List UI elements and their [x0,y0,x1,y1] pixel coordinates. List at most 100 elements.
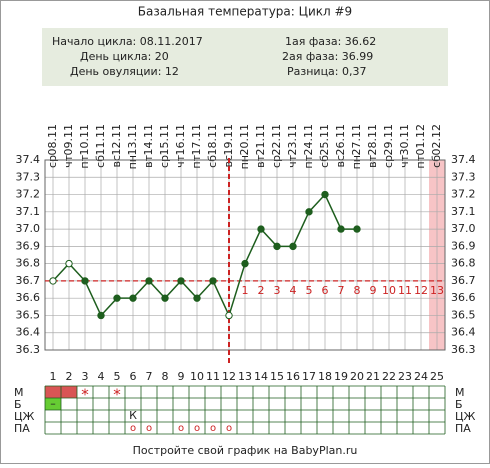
info-phase2: 2ая фаза: 36.99 [282,50,373,63]
weekday-label: сб [206,155,219,168]
date-label: 01.12 [414,124,427,156]
info-ovulation: День овуляции: 12 [70,65,179,78]
row-label-right: ПА [455,422,471,435]
info-cycle-day: День цикла: 20 [80,50,169,63]
temperature-point [321,190,329,199]
temperature-point [113,294,121,302]
x-tick-label: 8 [162,370,169,383]
weekday-label: вс [334,155,347,168]
date-label: 10.11 [78,124,91,156]
x-tick-label: 17 [302,370,316,383]
weekday-label: пт [414,154,427,168]
luteal-day-label: 2 [258,284,265,297]
weekday-label: вт [254,154,267,167]
info-box [42,28,448,86]
luteal-day-label: 9 [370,284,377,297]
luteal-day-label: 12 [414,284,428,297]
temperature-point [161,294,169,302]
x-tick-label: 12 [222,370,236,383]
date-label: 17.11 [190,124,203,156]
temperature-point [305,208,313,216]
temperature-point [81,277,89,285]
temperature-point [337,225,345,233]
row-cell-text: o [178,423,184,434]
date-label: 20.11 [238,124,251,156]
y-tick-label: 36.9 [16,239,41,252]
weekday-label: чт [174,154,187,167]
date-label: 14.11 [142,124,155,156]
luteal-day-label: 1 [242,284,249,297]
row-label: Б [14,398,22,411]
weekday-label: пт [78,154,91,168]
luteal-day-label: 8 [354,284,361,297]
weekday-label: ср [158,155,171,168]
y-tick-label: 36.3 [16,343,41,356]
date-label: 02.12 [430,124,443,156]
weekday-label: вт [366,154,379,167]
temperature-point [49,277,57,285]
weekday-label: чт [62,154,75,167]
temperature-point [241,259,249,268]
x-tick-label: 24 [414,370,428,383]
row-cell-text: К [129,409,137,422]
weekday-label: чт [286,154,299,167]
weekday-label: пт [302,154,315,168]
weekday-label: вт [142,154,155,167]
y2-tick-label: 36.4 [451,326,476,339]
row-label-right: ЦЖ [455,410,476,423]
date-label: 12.11 [110,124,123,156]
x-tick-label: 14 [254,370,268,383]
date-label: 25.11 [318,124,331,156]
luteal-day-label: 4 [290,284,297,297]
x-tick-label: 10 [190,370,204,383]
row-cell-text: * [81,386,89,404]
row-label: ПА [14,422,30,435]
date-label: 29.11 [382,124,395,156]
chart-title: Базальная температура: Цикл #9 [138,5,352,19]
y2-tick-label: 37.3 [451,170,476,183]
date-label: 24.11 [302,124,315,156]
temperature-point [257,225,265,233]
temperature-point [225,311,233,320]
y-tick-label: 36.4 [16,326,41,339]
temperature-point [145,277,153,285]
weekday-label: пн [126,155,139,169]
x-tick-label: 4 [98,370,105,383]
row-cell-text: o [194,423,200,434]
date-label: 13.11 [126,124,139,156]
y2-tick-label: 36.8 [451,257,476,270]
info-phase1: 1ая фаза: 36.62 [285,35,376,48]
x-tick-label: 7 [146,370,153,383]
temperature-point [65,259,73,268]
date-label: 08.11 [46,124,59,156]
weekday-label: пн [350,155,363,169]
row-cell-fill [45,398,61,410]
y2-tick-label: 36.6 [451,291,476,304]
row-label-right: М [455,386,465,399]
x-tick-label: 3 [82,370,89,383]
y-tick-label: 37.0 [16,222,41,235]
row-cell-text: o [210,423,216,434]
date-label: 09.11 [62,124,75,156]
x-tick-label: 5 [114,370,121,383]
temperature-point [97,311,105,320]
x-tick-label: 1 [50,370,57,383]
x-tick-label: 25 [430,370,444,383]
date-label: 22.11 [270,124,283,156]
row-label-right: Б [455,398,463,411]
date-label: 21.11 [254,124,267,156]
row-label: М [14,386,24,399]
temperature-point [193,294,201,302]
weekday-label: вс [110,155,123,168]
y-tick-label: 37.3 [16,170,41,183]
row-label: ЦЖ [14,410,35,423]
row-cell-text: o [130,423,136,434]
info-start: Начало цикла: 08.11.2017 [52,35,203,48]
date-label: 23.11 [286,124,299,156]
y-tick-label: 37.4 [16,153,41,166]
x-tick-label: 6 [130,370,137,383]
row-cell-text: – [50,397,56,410]
x-tick-label: 2 [66,370,73,383]
y2-tick-label: 36.9 [451,239,476,252]
